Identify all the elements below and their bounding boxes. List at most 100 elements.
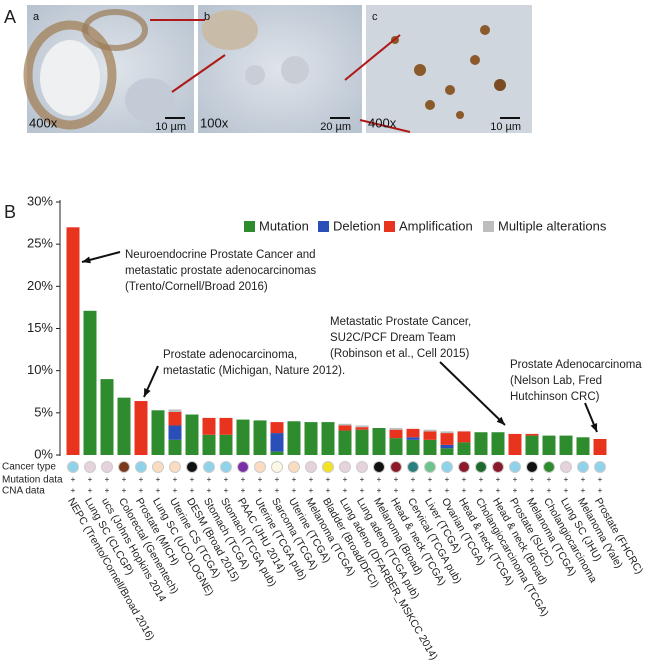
scale-label: 20 µm [320, 121, 351, 133]
cancer-type-dot [458, 461, 470, 473]
legend-label: Amplification [399, 218, 473, 233]
bar-segment [423, 431, 437, 440]
mutation-flag: + [360, 475, 365, 484]
annotation: Prostate adenocarcinoma, [163, 349, 297, 361]
bar-segment [185, 414, 199, 455]
mutation-flag: + [275, 475, 280, 484]
bar-segment [559, 435, 573, 455]
bar-segment [270, 451, 284, 455]
cna-flag: + [479, 486, 484, 495]
cancer-type-dot [118, 461, 130, 473]
cancer-type-dot [101, 461, 113, 473]
annotation: Hutchinson CRC) [510, 391, 600, 403]
cancer-type-dot [577, 461, 589, 473]
bar-segment [406, 439, 420, 455]
cna-flag: + [275, 486, 280, 495]
mutation-flag: + [564, 475, 569, 484]
annotation-arrow [439, 361, 506, 426]
mutation-flag: + [71, 475, 76, 484]
cna-flag: + [462, 486, 467, 495]
cna-flag: + [173, 486, 178, 495]
cna-flag: + [513, 486, 518, 495]
cancer-type-dot [390, 461, 402, 473]
cna-flag: + [224, 486, 229, 495]
track-label: Mutation data [2, 475, 63, 486]
mutation-flag: + [513, 475, 518, 484]
cna-flag: + [428, 486, 433, 495]
micrograph-c [366, 5, 532, 133]
mutation-flag: + [122, 475, 127, 484]
annotation: SU2C/PCF Dream Team [330, 332, 456, 344]
cancer-type-dot [169, 461, 181, 473]
bar-segment [117, 397, 131, 455]
bar-segment [100, 379, 114, 455]
bar-segment [457, 431, 471, 443]
bar-segment [355, 427, 369, 430]
bar-segment [219, 434, 233, 455]
mutation-flag: + [88, 475, 93, 484]
image-letter: c [372, 11, 378, 23]
bar-segment [168, 425, 182, 440]
bar-segment [304, 422, 318, 455]
mutation-flag: + [309, 475, 314, 484]
mutation-flag: + [598, 475, 603, 484]
bar-segment [389, 438, 403, 455]
bar-segment [270, 422, 284, 434]
mutation-flag: + [394, 475, 399, 484]
cancer-type-dot [441, 461, 453, 473]
cancer-type-dot [271, 461, 283, 473]
y-tick-label: 10% [27, 362, 53, 377]
bar-segment [423, 439, 437, 455]
mutation-flag: + [343, 475, 348, 484]
cancer-type-dot [84, 461, 96, 473]
micrograph-b [198, 5, 362, 133]
cna-flag: + [241, 486, 246, 495]
annotation: Metastatic Prostate Cancer, [330, 316, 471, 328]
mutation-flag: + [292, 475, 297, 484]
mutation-flag: + [224, 475, 229, 484]
bar-segment [406, 437, 420, 440]
bar-segment [372, 428, 386, 455]
cancer-type-dot [373, 461, 385, 473]
y-tick-label: 0% [34, 446, 53, 461]
arrow-head [144, 388, 151, 397]
bar-segment [525, 433, 539, 436]
annotation: Prostate Adenocarcinoma [510, 359, 642, 371]
cancer-type-dot [237, 461, 249, 473]
bar-segment [253, 420, 267, 455]
annotation: (Nelson Lab, Fred [510, 375, 602, 387]
bar-segment [440, 444, 454, 449]
cancer-type-dot [220, 461, 232, 473]
cna-flag: + [190, 486, 195, 495]
bar-segment [542, 435, 556, 455]
bar-segment [270, 433, 284, 452]
panel-label: A [4, 7, 16, 27]
cna-flag: + [326, 486, 331, 495]
arrow-head [496, 416, 505, 425]
mutation-flag: + [411, 475, 416, 484]
cna-flag: + [309, 486, 314, 495]
bar-segment [83, 310, 97, 455]
scale-label: 10 µm [155, 121, 186, 133]
cna-flag: + [360, 486, 365, 495]
magnification: 400x [368, 115, 397, 130]
micrograph-a [23, 5, 194, 133]
cna-flag: + [88, 486, 93, 495]
cna-flag: + [156, 486, 161, 495]
bar-segment [423, 429, 437, 432]
zoom-lines [150, 19, 411, 133]
mutation-flag: + [326, 475, 331, 484]
track-label: CNA data [2, 486, 45, 497]
annotation: metastatic prostate adenocarcinomas [125, 265, 316, 277]
mutation-flag: + [581, 475, 586, 484]
bar-segment [440, 431, 454, 434]
magnification: 100x [200, 115, 229, 130]
image-letter: a [33, 11, 40, 23]
y-tick-label: 20% [27, 278, 53, 293]
mutation-flag: + [139, 475, 144, 484]
bar-segment [168, 439, 182, 455]
cna-flag: + [581, 486, 586, 495]
y-tick-label: 25% [27, 236, 53, 251]
mutation-flag: + [445, 475, 450, 484]
